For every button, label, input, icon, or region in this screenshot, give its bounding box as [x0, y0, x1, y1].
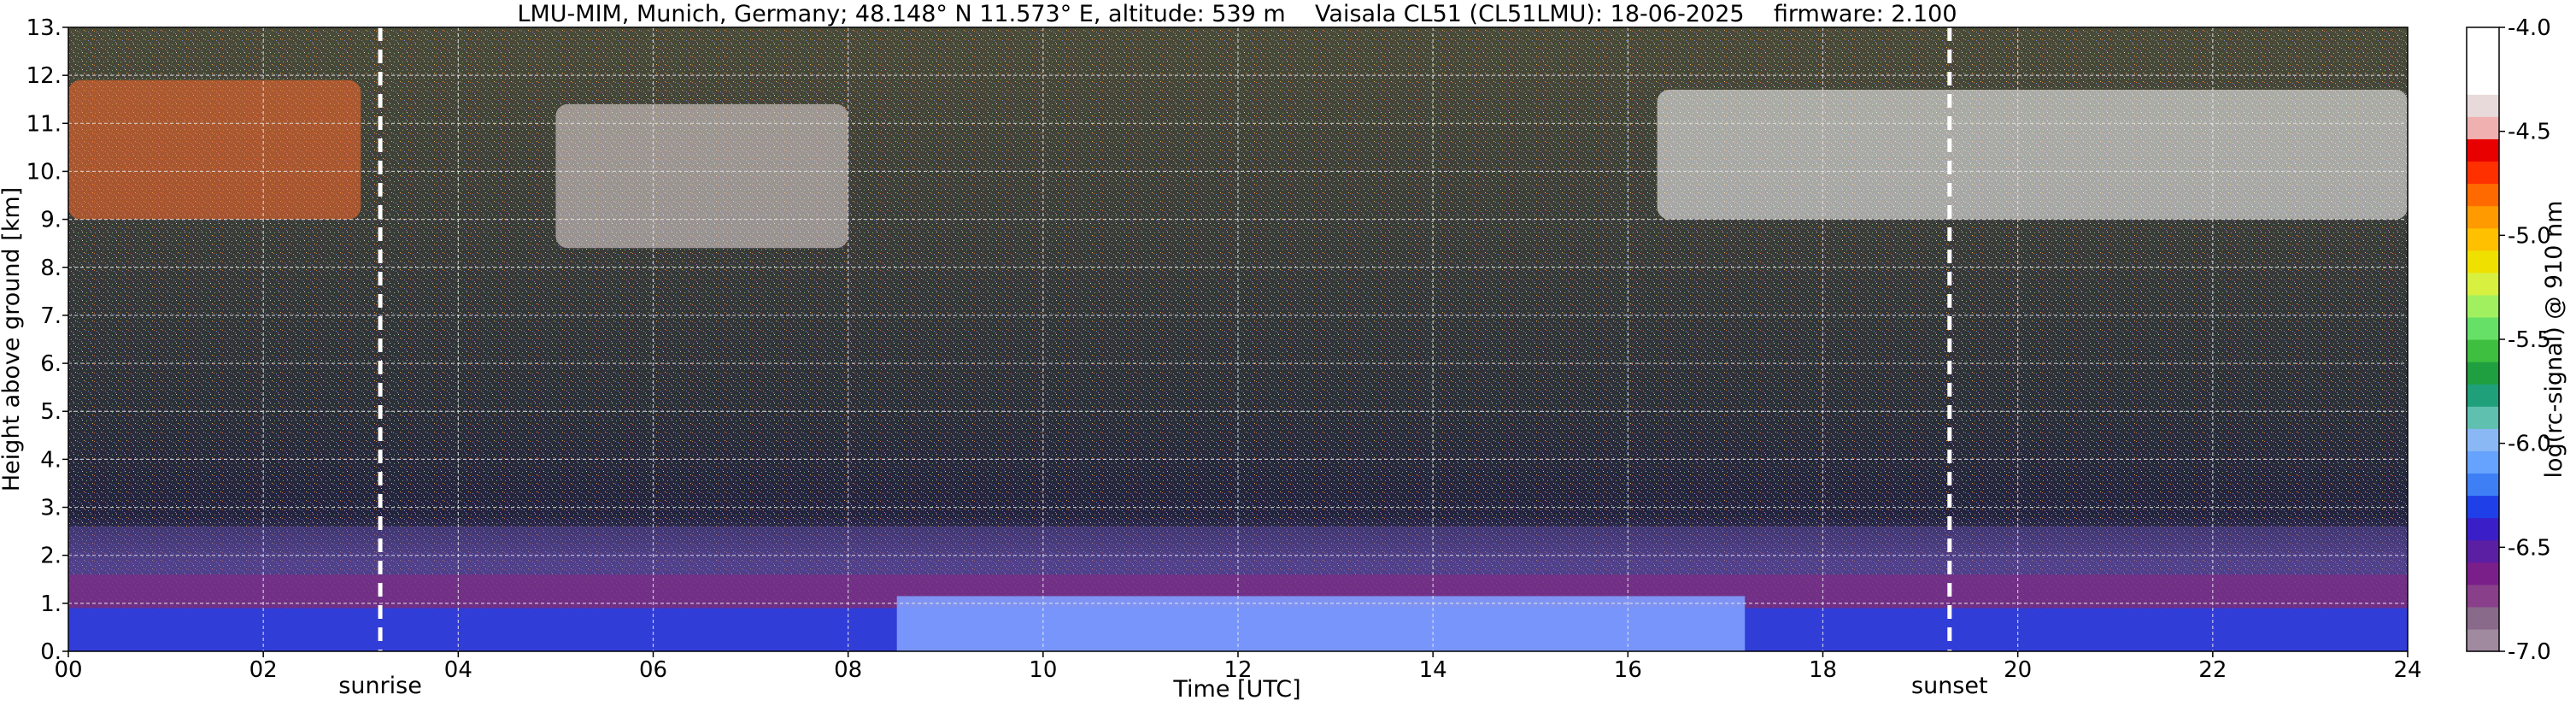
- y-tick-label: 8.: [40, 256, 62, 281]
- chart-title: LMU-MIM, Munich, Germany; 48.148° N 11.5…: [517, 1, 1957, 27]
- cirrus-cloud-2: [555, 103, 848, 249]
- event-label-sunrise: sunrise: [338, 673, 422, 699]
- y-tick-label: 2.: [40, 544, 62, 569]
- colorbar-segment: [2467, 272, 2499, 296]
- colorbar-segment: [2467, 406, 2499, 429]
- colorbar-segment: [2467, 138, 2499, 162]
- x-tick-label: 06: [639, 657, 667, 683]
- y-tick-label: 5.: [40, 399, 62, 425]
- colorbar-segment: [2467, 294, 2499, 318]
- x-tick-label: 12: [1223, 657, 1252, 683]
- colorbar-tick-label: -4.5: [2508, 120, 2551, 145]
- x-tick-label: 10: [1029, 657, 1057, 683]
- x-tick-label: 08: [834, 657, 862, 683]
- y-tick-label: 4.: [40, 447, 62, 473]
- colorbar-segment: [2467, 495, 2499, 519]
- x-tick-label: 02: [249, 657, 278, 683]
- colorbar-segment: [2467, 72, 2499, 95]
- colorbar-segment: [2467, 250, 2499, 274]
- y-tick-label: 6.: [40, 351, 62, 377]
- y-tick-label: 13.: [26, 15, 62, 41]
- colorbar-segment: [2467, 606, 2499, 630]
- x-tick-label: 00: [54, 657, 82, 683]
- y-tick-label: 9.: [40, 208, 62, 233]
- colorbar-segment: [2467, 316, 2499, 340]
- colorbar-segment: [2467, 584, 2499, 608]
- colorbar-tick-label: -6.0: [2508, 432, 2551, 457]
- colorbar-tick-label: -5.5: [2508, 327, 2551, 353]
- colorbar-segment: [2467, 517, 2499, 541]
- x-tick-label: 04: [444, 657, 472, 683]
- x-tick-label: 22: [2198, 657, 2227, 683]
- colorbar-segment: [2467, 50, 2499, 73]
- colorbar-segment: [2467, 27, 2499, 50]
- colorbar-segment: [2467, 450, 2499, 474]
- colorbar-segment: [2467, 384, 2499, 407]
- x-tick-label: 14: [1419, 657, 1447, 683]
- y-axis-label: Height above ground [km]: [0, 187, 25, 491]
- x-tick-label: 18: [1809, 657, 1837, 683]
- y-tick-label: 3.: [40, 496, 62, 521]
- colorbar-segment: [2467, 183, 2499, 207]
- colorbar-tick-label: -5.0: [2508, 223, 2551, 249]
- colorbar-label: log(rc-signal) @ 910 nm: [2541, 201, 2567, 479]
- y-tick-label: 1.: [40, 591, 62, 617]
- colorbar-segment: [2467, 473, 2499, 497]
- daytime-mixed-layer: [896, 596, 1746, 651]
- colorbar-tick-label: -4.0: [2508, 15, 2551, 41]
- colorbar-segment: [2467, 94, 2499, 117]
- colorbar-segment: [2467, 362, 2499, 385]
- y-tick-label: 12.: [26, 63, 62, 89]
- colorbar-segment: [2467, 205, 2499, 229]
- colorbar-segment: [2467, 227, 2499, 251]
- y-tick-label: 11.: [26, 111, 62, 137]
- y-tick-label: 7.: [40, 303, 62, 329]
- x-tick-label: 16: [1614, 657, 1642, 683]
- colorbar-segment: [2467, 428, 2499, 451]
- cirrus-cloud-1: [68, 79, 361, 220]
- colorbar-segment: [2467, 562, 2499, 585]
- colorbar-segment: [2467, 339, 2499, 362]
- x-tick-label: 20: [2004, 657, 2032, 683]
- y-tick-label: 0.: [40, 639, 62, 665]
- colorbar-segment: [2467, 161, 2499, 185]
- colorbar-segment: [2467, 116, 2499, 139]
- cirrus-cloud-3: [1657, 90, 2408, 220]
- x-axis-label: Time [UTC]: [1172, 676, 1300, 703]
- event-label-sunset: sunset: [1911, 673, 1988, 699]
- colorbar-segment: [2467, 539, 2499, 563]
- colorbar-tick-label: -6.5: [2508, 535, 2551, 561]
- colorbar-tick-label: -7.0: [2508, 639, 2551, 665]
- x-tick-label: 24: [2393, 657, 2421, 683]
- colorbar-segment: [2467, 628, 2499, 652]
- y-tick-label: 10.: [26, 159, 62, 185]
